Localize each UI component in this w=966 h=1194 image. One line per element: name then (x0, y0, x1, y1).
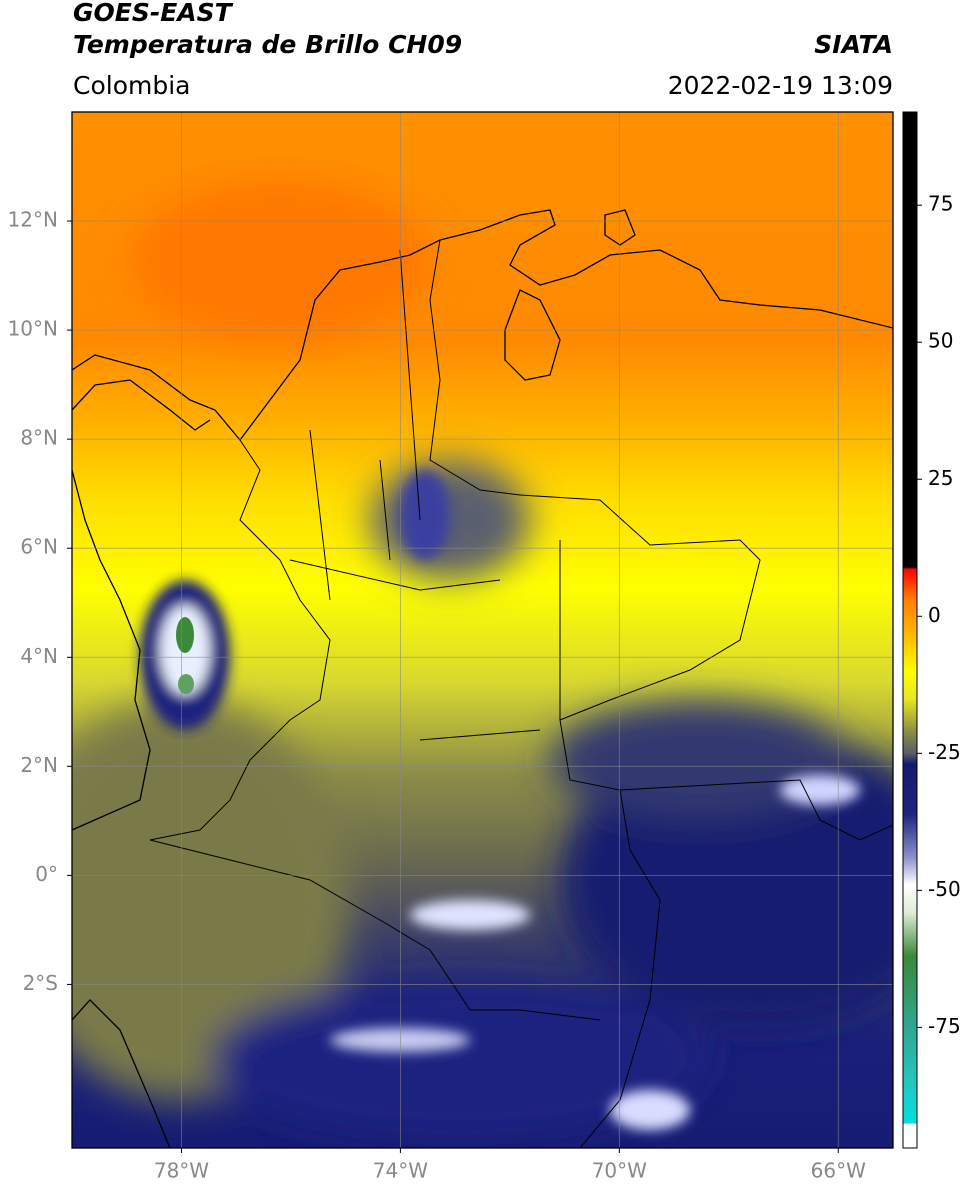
datetime: 2022-02-19 13:09 (668, 71, 893, 100)
colorbar-tick-label: -50 (928, 877, 961, 901)
region: Colombia (73, 71, 190, 100)
cold-tops (140, 470, 860, 1130)
lat-tick-label: 10°N (8, 317, 58, 341)
lon-tick-label: 66°W (811, 1159, 866, 1183)
source: SIATA (814, 30, 893, 59)
colorbar-tick-label: 25 (928, 466, 953, 490)
lon-tick-label: 74°W (373, 1159, 428, 1183)
map-image (72, 112, 893, 1148)
lat-tick-label: 8°N (20, 426, 58, 450)
lat-tick-label: 12°N (8, 208, 58, 232)
coldest-core (178, 674, 194, 694)
colorbar-tick-label: -75 (928, 1014, 961, 1038)
colorbar-tick-label: -25 (928, 740, 961, 764)
lon-tick-label: 78°W (154, 1159, 209, 1183)
lon-tick-label: 70°W (592, 1159, 647, 1183)
graticule (72, 112, 893, 1148)
colorbar (902, 111, 918, 1149)
lat-tick-label: 0° (35, 862, 58, 886)
lat-tick-label: 4°N (20, 644, 58, 668)
coldest-core (176, 617, 194, 653)
lat-tick-label: 6°N (20, 535, 58, 559)
colorbar-tick-label: 75 (928, 192, 953, 216)
lat-tick-label: 2°N (20, 753, 58, 777)
product: Temperatura de Brillo CH09 (73, 30, 462, 59)
lat-tick-label: 2°S (23, 971, 58, 995)
coastlines (72, 209, 893, 1148)
map-frame (71, 111, 894, 1149)
colorbar-tick-label: 0 (928, 603, 941, 627)
satellite: GOES-EAST (73, 0, 234, 27)
colorbar-tick-label: 50 (928, 329, 953, 353)
